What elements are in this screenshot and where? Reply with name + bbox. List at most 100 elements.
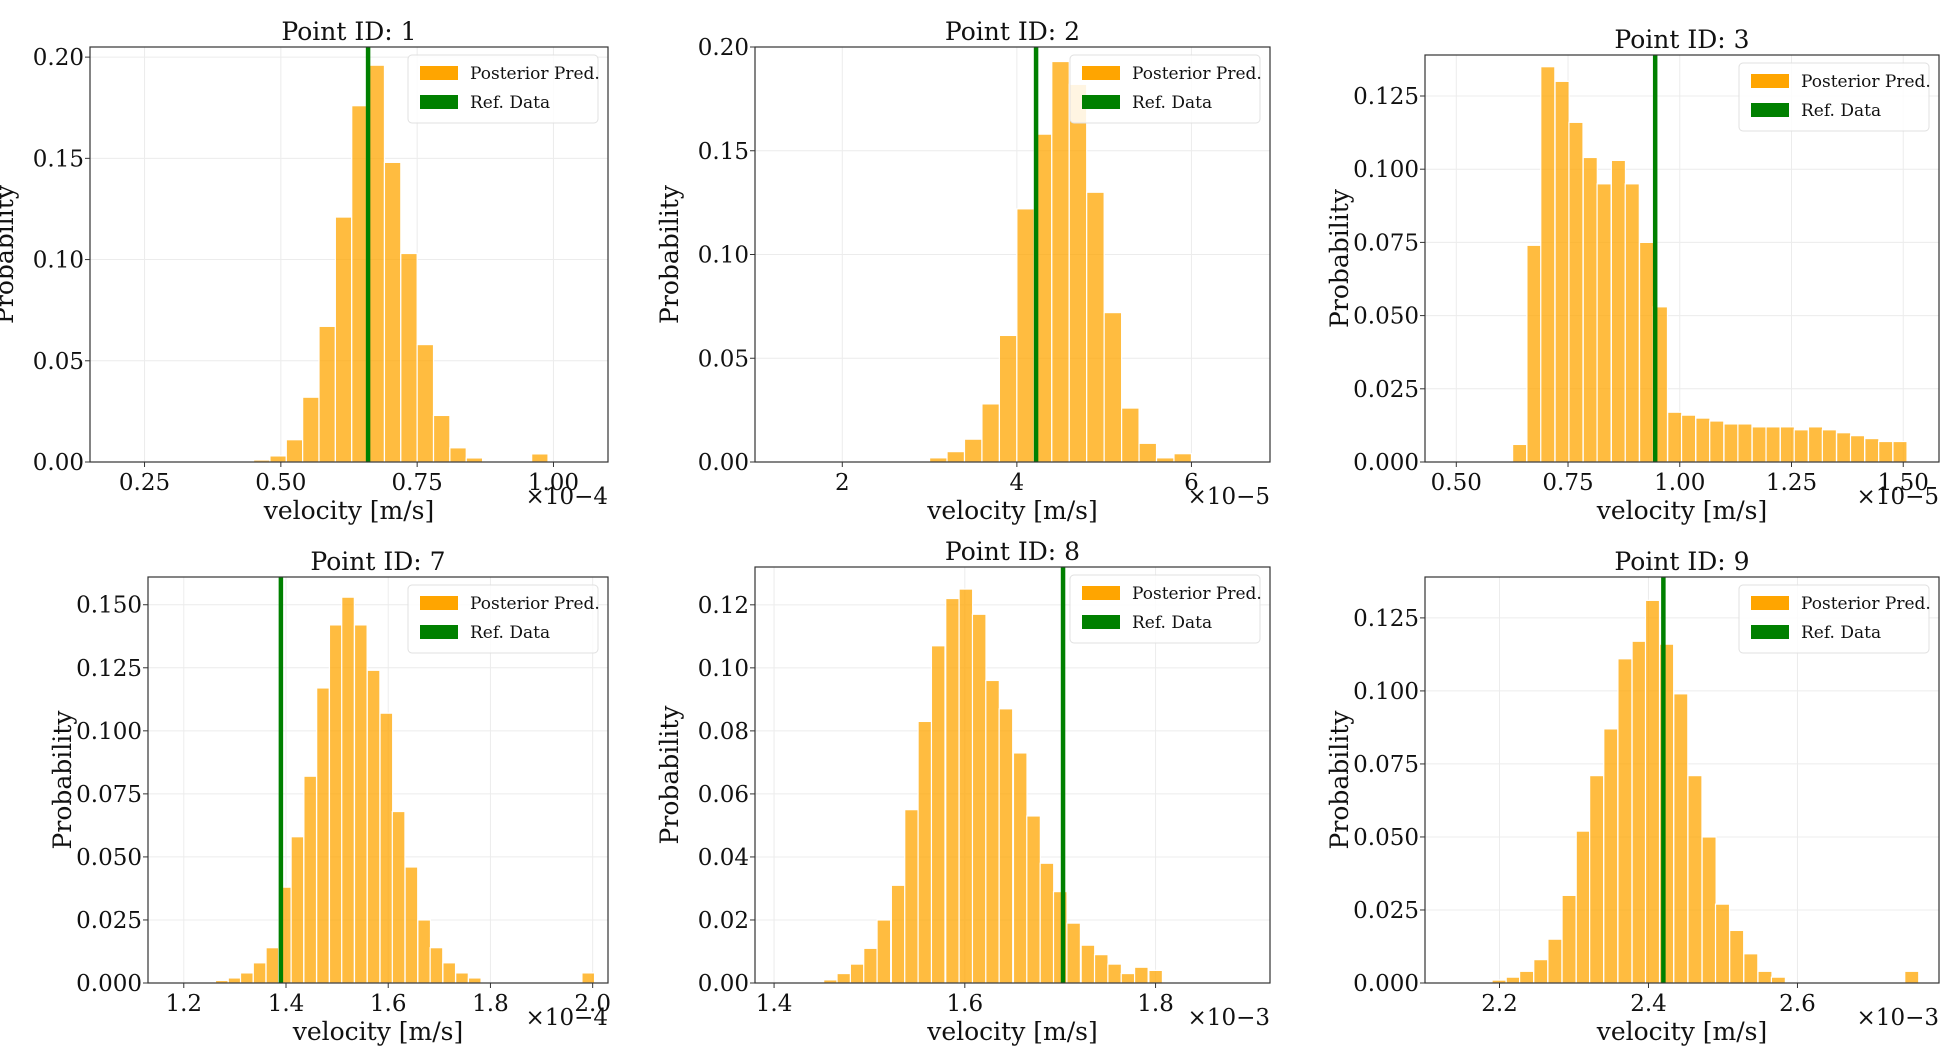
x-tick-label: 4 bbox=[1010, 470, 1025, 496]
histogram-bar bbox=[449, 447, 467, 463]
y-tick-label: 0.150 bbox=[76, 593, 142, 619]
histogram-bar bbox=[1505, 976, 1521, 984]
subplot-point-1: 0.25 0.50 0.75 1.00 0.00 0.05 0.10 0.15 0.20 Poin… bbox=[0, 17, 609, 525]
histogram-bar bbox=[1547, 938, 1563, 984]
histogram-bar bbox=[1737, 423, 1753, 463]
histogram-bar bbox=[963, 438, 983, 463]
histogram-bar bbox=[1596, 183, 1612, 463]
y-tick-label: 0.00 bbox=[33, 450, 84, 476]
histogram-bar bbox=[930, 645, 946, 984]
axes-frame bbox=[1424, 576, 1940, 984]
x-tick-label: 0.50 bbox=[1431, 470, 1482, 496]
histogram-bar bbox=[391, 810, 406, 984]
x-tick-label: 1.6 bbox=[370, 991, 407, 1017]
histogram-bar bbox=[1680, 414, 1697, 463]
subplot-point-6: 2.2 2.4 2.6 0.000 0.025 0.050 0.075 0.100 0.125 P… bbox=[1325, 547, 1940, 1046]
histogram-bar bbox=[946, 451, 966, 463]
histogram-bar bbox=[904, 809, 919, 984]
histogram-bar bbox=[1155, 457, 1175, 463]
x-axis-label: velocity [m/s] bbox=[292, 1017, 464, 1046]
histogram-bar bbox=[1836, 432, 1852, 463]
histogram-bar bbox=[1624, 183, 1640, 463]
histogram-bar bbox=[1757, 970, 1773, 984]
legend: Posterior Pred. Ref. Data bbox=[1738, 584, 1931, 654]
legend-label-posterior: Posterior Pred. bbox=[1801, 594, 1931, 614]
legend-swatch-posterior bbox=[1751, 596, 1789, 610]
histogram-bar bbox=[290, 836, 305, 984]
x-tick-label: 1.8 bbox=[1137, 991, 1174, 1017]
x-axis-multiplier: ×10−3 bbox=[1188, 1005, 1270, 1031]
y-tick-label: 0.20 bbox=[33, 45, 84, 71]
y-tick-label: 0.000 bbox=[1353, 971, 1419, 997]
y-tick-label: 0.10 bbox=[698, 656, 749, 682]
x-tick-label: 2 bbox=[835, 470, 850, 496]
histogram-bar bbox=[1770, 976, 1786, 984]
x-axis-multiplier: ×10−5 bbox=[1857, 484, 1939, 510]
histogram-bar bbox=[318, 325, 336, 463]
histogram-bar bbox=[1138, 442, 1158, 463]
subplot-title: Point ID: 1 bbox=[281, 17, 416, 46]
x-axis-label: velocity [m/s] bbox=[263, 496, 435, 525]
y-tick-label: 0.08 bbox=[698, 719, 749, 745]
histogram-bar bbox=[1051, 60, 1070, 463]
histogram-bar bbox=[1644, 599, 1661, 984]
histogram-bar bbox=[227, 977, 242, 984]
histogram-bar bbox=[849, 963, 865, 984]
x-axis-multiplier: ×10−4 bbox=[526, 484, 608, 510]
legend-label-reference: Ref. Data bbox=[1132, 93, 1212, 113]
x-tick-label: 2.4 bbox=[1630, 991, 1667, 1017]
y-tick-label: 0.075 bbox=[1353, 752, 1419, 778]
x-tick-label: 1.4 bbox=[756, 991, 793, 1017]
y-tick-label: 0.100 bbox=[1353, 679, 1419, 705]
y-tick-label: 0.050 bbox=[1353, 825, 1419, 851]
subplot-point-3: 0.50 0.75 1.00 1.25 1.50 0.000 0.025 0.050 0.075… bbox=[1325, 25, 1940, 525]
histogram-bar bbox=[366, 669, 381, 984]
histogram-bar bbox=[1107, 963, 1123, 984]
histogram-bar bbox=[917, 720, 933, 984]
legend-swatch-reference bbox=[1082, 615, 1120, 629]
y-tick-label: 0.075 bbox=[76, 782, 142, 808]
histogram-bar bbox=[1561, 894, 1577, 984]
histogram-bar bbox=[1701, 836, 1717, 984]
histogram-bar bbox=[1589, 775, 1605, 984]
histogram-bar bbox=[1709, 420, 1725, 463]
histogram-bar bbox=[1026, 815, 1041, 984]
histogram-bar bbox=[958, 588, 974, 984]
histogram-bar bbox=[1638, 241, 1655, 463]
y-axis-label: Probability bbox=[655, 184, 684, 324]
histogram-bar bbox=[1526, 244, 1542, 463]
histogram-bar bbox=[1066, 922, 1082, 984]
legend-swatch-reference bbox=[1751, 103, 1789, 117]
histogram-bar bbox=[1016, 208, 1035, 463]
y-tick-label: 0.10 bbox=[33, 248, 84, 274]
histogram-bar bbox=[442, 962, 457, 984]
x-tick-label: 1.50 bbox=[1878, 470, 1929, 496]
x-axis-multiplier: ×10−5 bbox=[1188, 484, 1270, 510]
legend-label-posterior: Posterior Pred. bbox=[1132, 584, 1262, 604]
x-tick-label: 6 bbox=[1184, 470, 1199, 496]
y-tick-label: 0.15 bbox=[698, 139, 749, 165]
subplot-title: Point ID: 9 bbox=[1614, 547, 1749, 576]
histogram-bar bbox=[1667, 411, 1683, 463]
histogram-bar bbox=[1086, 191, 1105, 463]
histogram-bar bbox=[302, 396, 320, 463]
histogram-bar bbox=[1148, 969, 1164, 984]
legend-swatch-posterior bbox=[420, 596, 458, 610]
x-tick-label: 1.25 bbox=[1766, 470, 1817, 496]
histogram-bar bbox=[1779, 426, 1796, 463]
axes-frame bbox=[147, 576, 609, 984]
histogram-bar bbox=[1673, 693, 1689, 984]
histogram-bar bbox=[239, 972, 254, 984]
histogram-bar bbox=[1103, 312, 1123, 463]
y-tick-label: 0.025 bbox=[76, 908, 142, 934]
histogram-bar bbox=[303, 775, 318, 984]
histogram-bar bbox=[1821, 429, 1838, 463]
histogram-bar bbox=[341, 596, 355, 984]
legend-swatch-reference bbox=[420, 625, 458, 639]
legend-label-reference: Ref. Data bbox=[1801, 623, 1881, 643]
histogram-bar bbox=[1617, 658, 1633, 984]
x-tick-label: 2.2 bbox=[1481, 991, 1518, 1017]
legend: Posterior Pred. Ref. Data bbox=[1069, 574, 1262, 644]
y-tick-label: 0.05 bbox=[33, 349, 84, 375]
